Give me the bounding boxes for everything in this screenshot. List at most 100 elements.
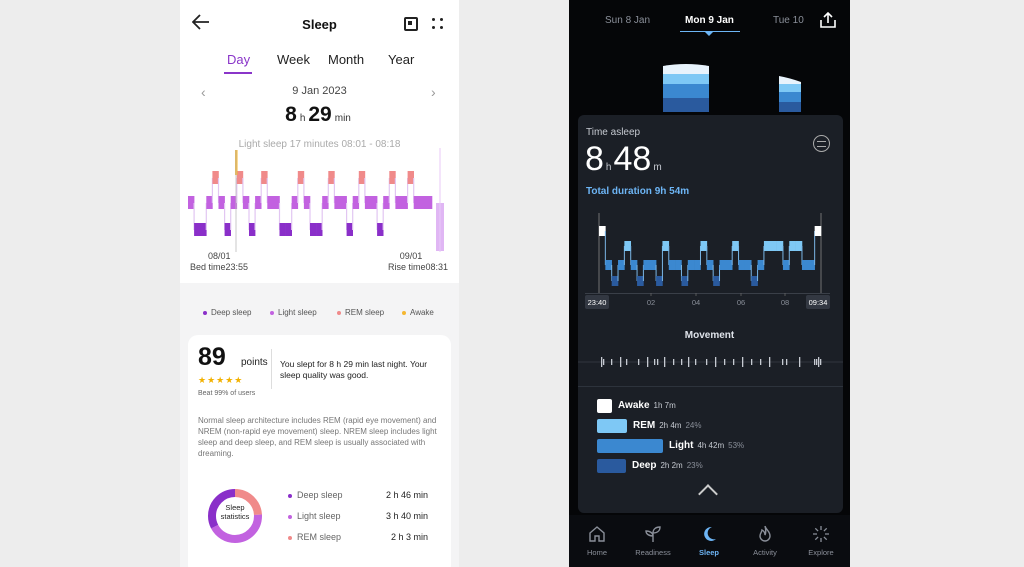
nav-sleep[interactable]: Sleep bbox=[681, 525, 737, 557]
chart-segment-rem bbox=[389, 171, 396, 184]
movement-tick bbox=[724, 359, 726, 365]
nav-activity[interactable]: Activity bbox=[737, 525, 793, 557]
date-next[interactable]: Tue 10 bbox=[773, 15, 804, 26]
hyp-segment-light bbox=[719, 260, 727, 270]
hyp-transition bbox=[630, 246, 632, 265]
asleep-hours-unit: h bbox=[605, 162, 612, 173]
chart-segment-rem bbox=[297, 171, 305, 184]
calendar-icon[interactable] bbox=[404, 17, 418, 31]
date-caret-icon bbox=[705, 32, 713, 36]
sprout-icon bbox=[645, 526, 661, 542]
date-previous[interactable]: Sun 8 Jan bbox=[605, 15, 651, 26]
hyp-transition bbox=[788, 246, 790, 265]
chart-segment-light bbox=[255, 196, 262, 209]
filter-icon[interactable] bbox=[813, 135, 830, 152]
hyp-segment-awake bbox=[814, 226, 822, 236]
hyp-segment-light bbox=[687, 260, 695, 270]
chart-transition bbox=[211, 178, 213, 203]
previous-day-chevron-icon[interactable]: ‹ bbox=[201, 84, 206, 100]
hyp-segment-light bbox=[630, 260, 638, 270]
share-icon[interactable] bbox=[819, 12, 837, 28]
asleep-hours: 8 bbox=[585, 140, 604, 178]
chart-segment-rem bbox=[358, 171, 366, 184]
bed-time-label: 08/01 Bed time23:55 bbox=[190, 251, 248, 273]
hyp-end-badge bbox=[806, 295, 830, 309]
chart-segment-light bbox=[218, 196, 225, 209]
movement-tick bbox=[733, 359, 735, 365]
more-dots-icon[interactable] bbox=[432, 18, 444, 30]
movement-tick bbox=[654, 359, 656, 365]
back-arrow-icon[interactable] bbox=[191, 14, 212, 36]
sleep-score: 89 bbox=[198, 343, 226, 371]
date-underline bbox=[680, 31, 740, 32]
movement-title: Movement bbox=[684, 330, 735, 341]
rem-bar bbox=[597, 419, 627, 433]
chart-segment-light bbox=[273, 196, 280, 209]
sleep-stage-chart[interactable] bbox=[186, 148, 454, 252]
movement-tick bbox=[782, 359, 784, 365]
duration-minutes: 29 bbox=[308, 103, 332, 126]
beat-percent: Beat 99% of users bbox=[198, 390, 256, 397]
hyp-segment-light bbox=[725, 260, 733, 270]
chart-transition bbox=[193, 203, 195, 230]
stat-light-sleep: Light sleep 3 h 40 min bbox=[288, 511, 443, 521]
duration-minutes-unit: min bbox=[334, 113, 351, 124]
tab-day[interactable]: Day bbox=[227, 52, 251, 67]
chart-transition bbox=[248, 203, 250, 230]
sleep-duration: 8 h 29 min bbox=[180, 103, 459, 127]
deep-bar bbox=[597, 459, 626, 473]
hyp-transition bbox=[642, 265, 644, 281]
chart-transition bbox=[394, 178, 396, 203]
next-day-chevron-icon[interactable]: › bbox=[431, 84, 436, 100]
hyp-transition bbox=[668, 246, 670, 265]
movement-tick bbox=[603, 359, 605, 365]
tab-week[interactable]: Week bbox=[277, 52, 310, 67]
hyp-transition bbox=[814, 231, 816, 265]
hyp-segment-light bbox=[675, 260, 682, 270]
hyp-transition bbox=[757, 265, 759, 281]
bed-date: 08/01 bbox=[208, 251, 231, 261]
chart-segment-deep bbox=[346, 223, 353, 236]
left-header-area bbox=[180, 0, 459, 290]
chart-transition bbox=[376, 203, 378, 230]
time-asleep-label: Time asleep bbox=[586, 127, 641, 138]
chart-transition bbox=[278, 203, 281, 230]
nav-readiness[interactable]: Readiness bbox=[625, 525, 681, 557]
hyp-segment-deep bbox=[656, 276, 663, 286]
date-current[interactable]: Mon 9 Jan bbox=[685, 15, 734, 26]
nav-home[interactable]: Home bbox=[569, 525, 625, 557]
hyp-segment-light bbox=[782, 260, 790, 270]
hyp-segment-rem bbox=[789, 241, 796, 251]
chart-transition bbox=[388, 178, 390, 203]
movement-chart bbox=[578, 357, 843, 367]
movement-tick bbox=[647, 357, 649, 367]
hyp-segment-rem bbox=[700, 241, 708, 251]
movement-tick bbox=[638, 359, 640, 365]
tab-month[interactable]: Month bbox=[328, 52, 365, 67]
chart-transition bbox=[413, 178, 415, 203]
daily-sleep-bars[interactable] bbox=[569, 56, 850, 114]
hyp-transition bbox=[782, 246, 784, 265]
hyp-segment-light bbox=[605, 260, 612, 270]
sleep-hypnogram[interactable]: 23:40 02 04 06 08 09:34 bbox=[585, 213, 830, 313]
hyp-transition bbox=[655, 265, 657, 281]
chart-transition bbox=[321, 203, 323, 230]
hyp-tick-label: 02 bbox=[647, 298, 655, 307]
hyp-segment-rem bbox=[770, 241, 777, 251]
chart-segment-deep bbox=[316, 223, 323, 236]
hyp-transition bbox=[763, 246, 765, 265]
hyp-segment-light bbox=[801, 260, 809, 270]
legend-rem-sleep: REM sleep bbox=[337, 308, 384, 317]
divider bbox=[271, 349, 272, 389]
selected-segment-tooltip: Light sleep 17 minutes 08:01 - 08:18 bbox=[238, 139, 401, 150]
chart-segment-light bbox=[395, 196, 402, 209]
chart-transition bbox=[346, 203, 348, 230]
nav-explore[interactable]: Explore bbox=[793, 525, 849, 557]
chart-segment-deep bbox=[285, 223, 292, 236]
movement-tick bbox=[626, 359, 628, 365]
rise-time: Rise time08:31 bbox=[388, 262, 449, 272]
chart-segment-deep bbox=[194, 223, 201, 236]
tab-year[interactable]: Year bbox=[388, 52, 415, 67]
hyp-segment-rem bbox=[763, 241, 771, 251]
moon-icon bbox=[704, 526, 716, 541]
